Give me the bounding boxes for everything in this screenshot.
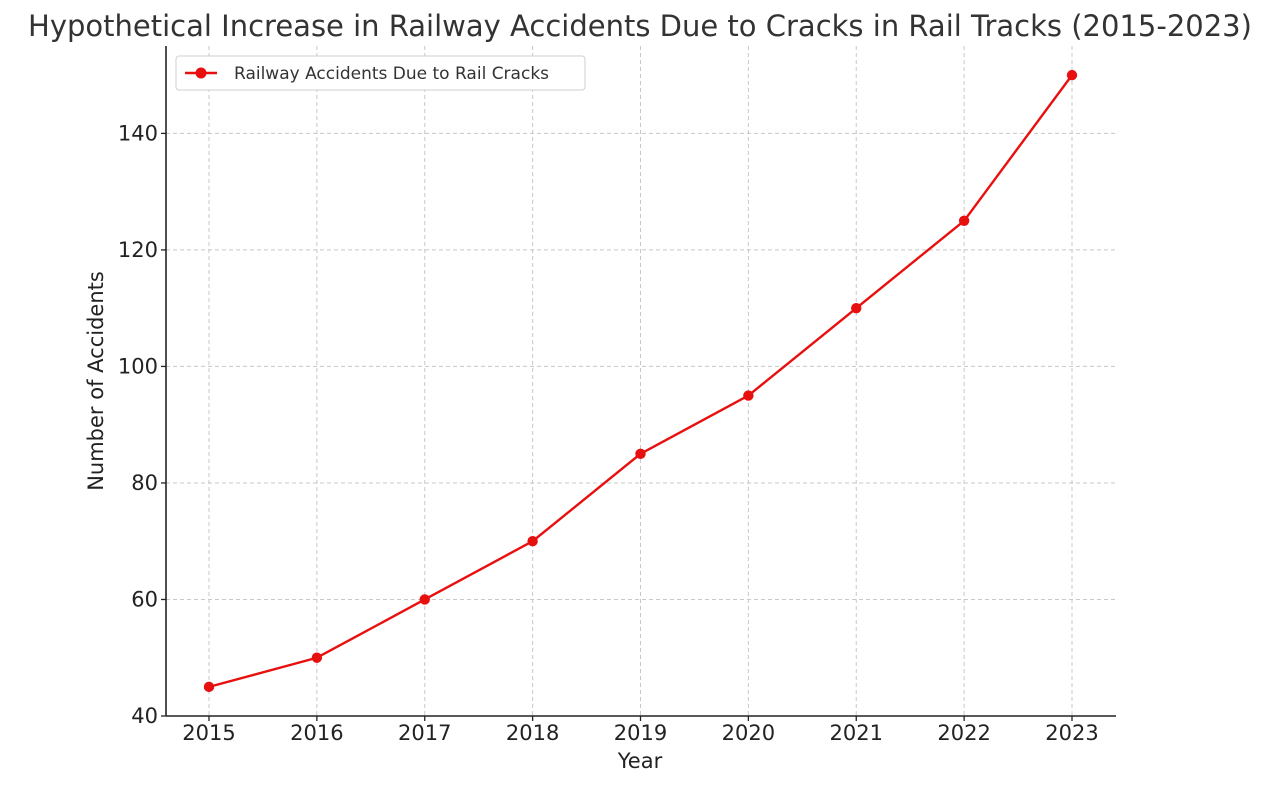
data-point-2023 [1066, 69, 1078, 81]
legend-label: Railway Accidents Due to Rail Cracks [234, 64, 549, 84]
x-tick-label-2019: 2019 [614, 721, 667, 745]
x-tick-label-2015: 2015 [182, 721, 235, 745]
data-point-2015 [203, 681, 215, 693]
x-axis-label: Year [617, 749, 663, 773]
x-tick-label-2016: 2016 [290, 721, 343, 745]
x-tick-label-2021: 2021 [830, 721, 883, 745]
y-tick-label-80: 80 [131, 471, 158, 495]
data-point-2016 [311, 652, 323, 663]
data-point-2018 [527, 536, 538, 547]
x-tick-label-2017: 2017 [398, 721, 451, 745]
grid [166, 46, 1116, 717]
y-tick-label-100: 100 [118, 354, 158, 378]
y-tick-label-140: 140 [118, 121, 158, 145]
legend-box [175, 55, 586, 91]
y-axis-label: Number of Accidents [84, 271, 108, 491]
data-point-2022 [958, 215, 970, 226]
x-tick-label-2023: 2023 [1045, 721, 1098, 745]
chart-title: Hypothetical Increase in Railway Acciden… [28, 9, 1252, 43]
x-tick-label-2020: 2020 [722, 721, 775, 745]
y-tick-label-60: 60 [131, 587, 158, 611]
x-tick-label-2022: 2022 [937, 721, 990, 745]
y-tick-label-40: 40 [131, 704, 158, 728]
x-tick-label-2018: 2018 [506, 721, 559, 745]
legend: Railway Accidents Due to Rail Cracks [175, 55, 586, 91]
series [203, 69, 1078, 693]
data-point-2020 [743, 390, 754, 401]
tick-labels: 2015 2016 2017 2018 2019 2020 2021 2022 2023 40 60… [118, 121, 1099, 745]
data-point-2017 [419, 594, 430, 605]
y-tick-label-120: 120 [118, 238, 158, 262]
data-point-2019 [635, 448, 646, 460]
legend-marker-swatch [195, 67, 207, 79]
data-point-2021 [851, 302, 862, 314]
